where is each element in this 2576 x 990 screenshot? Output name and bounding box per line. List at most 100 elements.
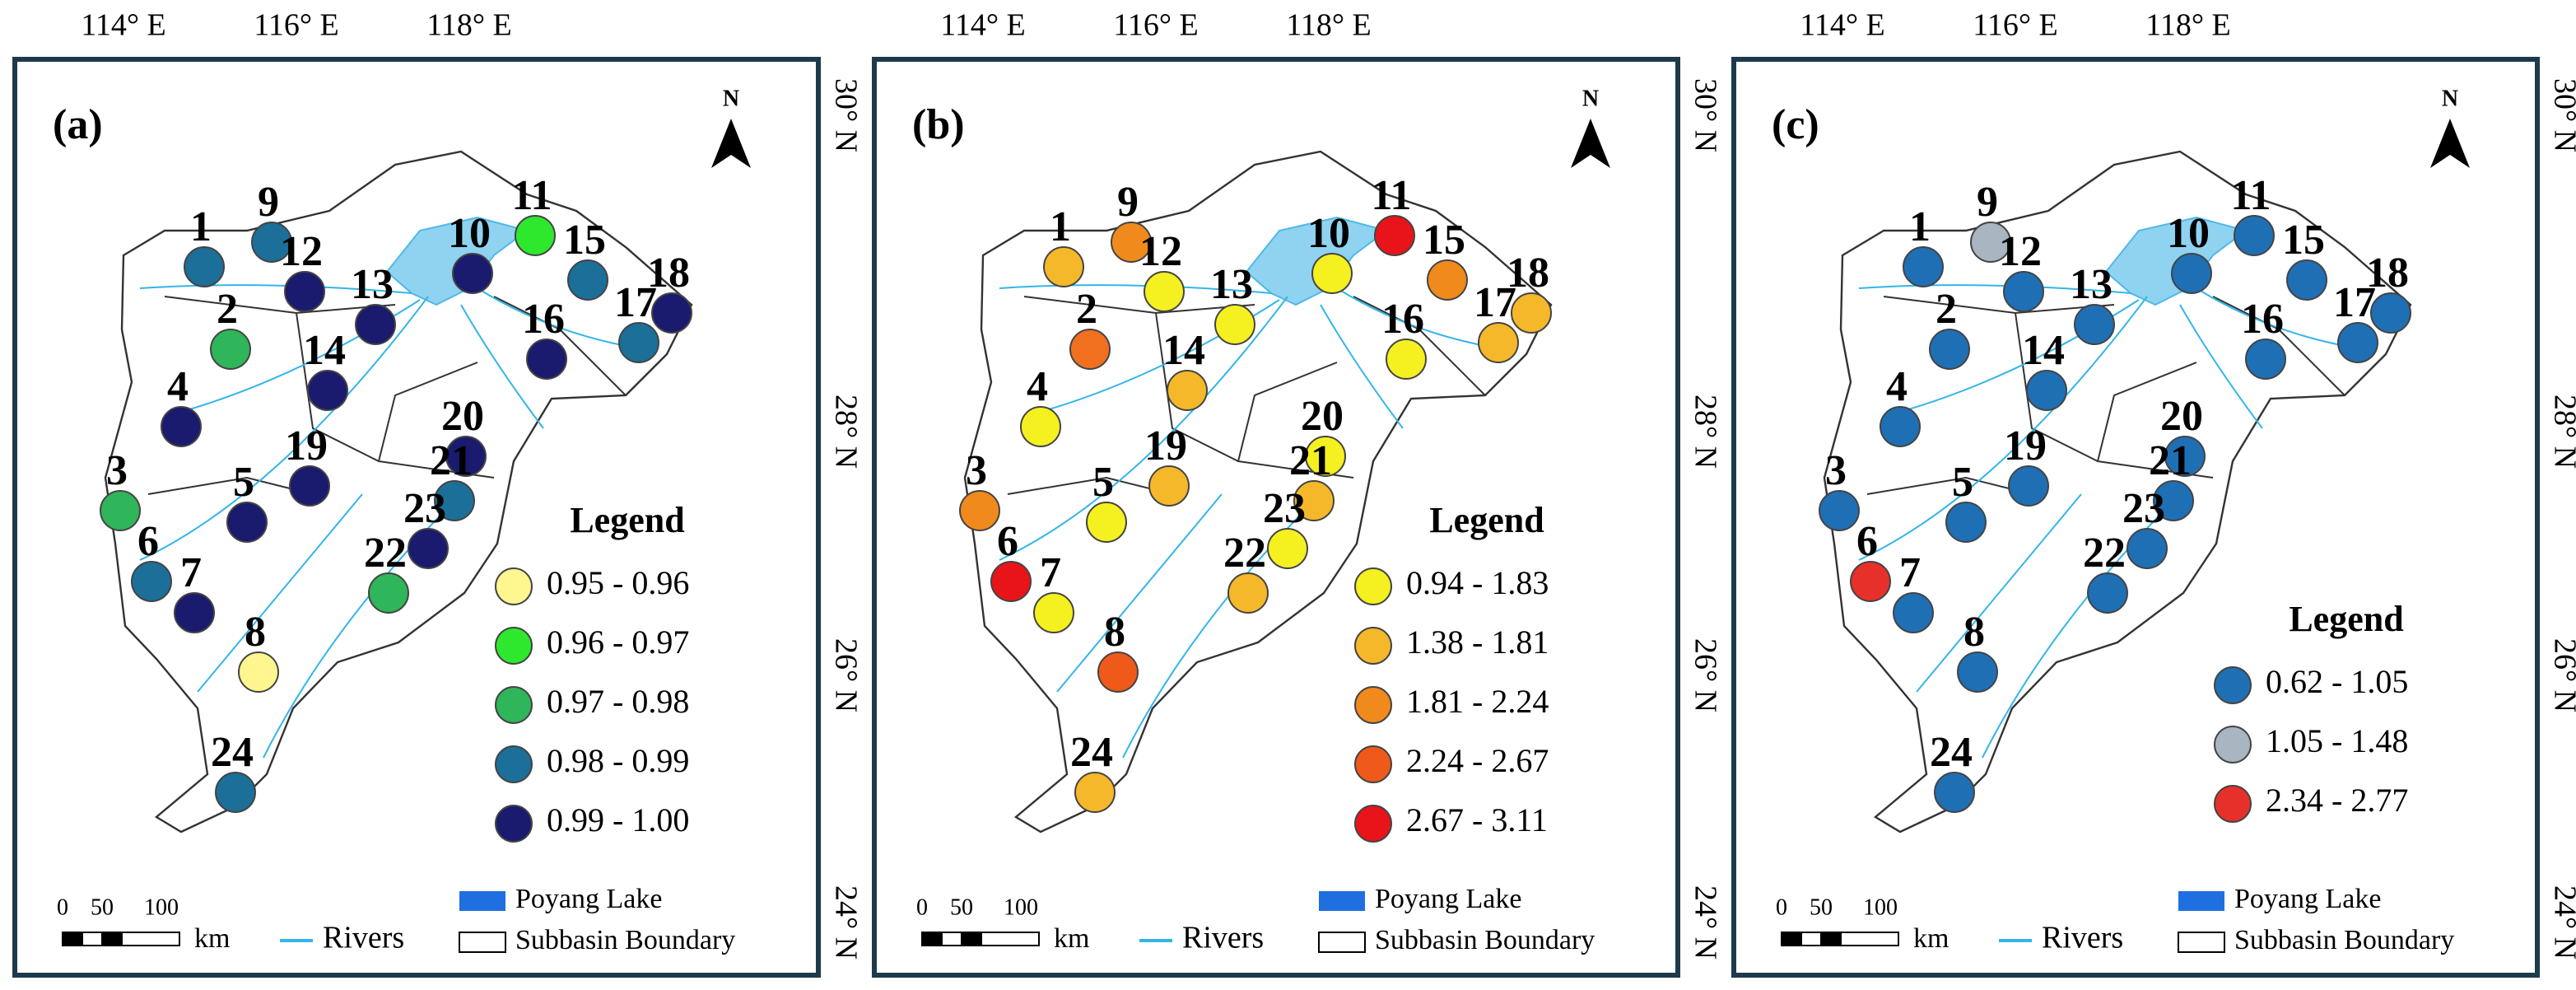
station-label: 6 [1856,518,1878,565]
scale-bar [101,932,123,946]
station-label: 5 [1092,459,1114,506]
station-dot [1819,490,1860,531]
legend-title: Legend [1429,500,1544,540]
scale-bar [1820,932,1842,946]
scale-bar [1800,932,1822,946]
station-dot [1511,292,1552,334]
station-dot [289,465,330,507]
station-label: 1 [190,203,212,250]
scale-bar [62,932,83,946]
north-arrow [2430,119,2470,168]
legend-swatch [2214,726,2252,764]
station-dot [651,292,692,334]
legend-label: 0.99 - 1.00 [547,801,689,838]
station-dot [959,490,1000,531]
latitude-label: 24° N [1688,885,1722,960]
legend-label: 1.05 - 1.48 [2266,722,2408,759]
station-label: 10 [1307,210,1350,257]
station-dot [131,561,172,602]
longitude-label: 118° E [2145,8,2231,43]
station-dot [1386,339,1427,380]
station-dot [1945,502,1987,543]
station-label: 17 [1474,279,1516,326]
station-dot [161,406,202,447]
subbasin-boundary [1007,296,1486,495]
legend-swatch [495,627,533,665]
station-dot [210,329,251,370]
longitude-label: 114° E [81,8,166,43]
lake-key-label: Poyang Lake [515,884,662,914]
latitude-label: 24° N [828,885,863,960]
station-label: 3 [1825,447,1847,494]
station-label: 12 [1139,228,1182,275]
station-label: 23 [403,485,446,532]
station-dot [452,253,493,294]
station-label: 7 [1040,549,1061,596]
legend-swatch [495,745,533,783]
station-dot [1311,253,1353,294]
legend-swatch [495,686,533,724]
boundary-key [2178,932,2225,953]
panel-label: (c) [1772,101,1819,148]
station-dot [1111,222,1152,263]
station-label: 24 [1070,729,1113,776]
scale-tick: 0 [1776,894,1787,920]
station-label: 13 [351,261,394,308]
legend-label: 0.97 - 0.98 [547,683,689,720]
subbasin-boundary [147,296,627,495]
station-label: 23 [2122,485,2165,532]
scale-tick: 0 [57,894,68,920]
station-dot [1374,215,1415,256]
legend-label: 0.62 - 1.05 [2266,663,2408,700]
station-label: 21 [1289,437,1332,484]
legend-swatch [1354,686,1392,724]
station-dot [1478,322,1519,363]
station-dot [2026,370,2067,411]
subbasin-boundary [1866,296,2345,495]
station-label: 15 [1423,217,1465,264]
lake-key [1319,891,1365,911]
station-dot [2171,253,2212,294]
station-dot [1929,329,1970,370]
station-label: 15 [2282,217,2325,264]
station-label: 9 [1117,179,1139,226]
station-dot [2337,322,2378,363]
scale-bar [82,932,103,946]
station-label: 23 [1263,485,1306,532]
station-label: 6 [997,518,1018,565]
latitude-label: 28° N [2547,395,2576,469]
station-label: 9 [258,179,279,226]
station-label: 16 [2241,296,2284,343]
station-label: 10 [448,210,491,257]
legend-label: 0.94 - 1.83 [1406,564,1549,601]
legend-swatch [2214,785,2252,823]
north-arrow [1571,119,1610,168]
station-dot [1293,480,1335,521]
station-label: 4 [167,363,189,410]
station-label: 10 [2167,210,2210,257]
legend-title: Legend [570,500,684,540]
station-dot [2245,339,2286,380]
station-label: 16 [522,296,565,343]
scale-unit: km [194,923,230,954]
station-label: 6 [137,518,159,565]
station-dot [174,592,215,633]
station-dot [1427,259,1468,301]
station-dot [1167,370,1208,411]
station-label: 14 [1162,327,1205,374]
station-dot [2087,572,2128,614]
longitude-label: 114° E [1800,8,1885,43]
north-label: N [1582,86,1599,111]
latitude-label: 30° N [2547,78,2576,152]
station-label: 11 [511,172,552,219]
station-dot [184,246,225,287]
boundary-key-label: Subbasin Boundary [515,925,735,955]
river-key-label: Rivers [1182,921,1264,955]
legend-swatch [1354,745,1392,783]
map-panel: 114° E 116° E 118° E 30° N 28° N 26° N 24° N (a… [12,8,863,978]
legend-label: 0.95 - 0.96 [547,564,689,601]
panel-label: (b) [912,101,965,148]
scale-bar [121,932,180,946]
longitude-label: 114° E [940,8,1026,43]
north-label: N [2442,86,2458,111]
